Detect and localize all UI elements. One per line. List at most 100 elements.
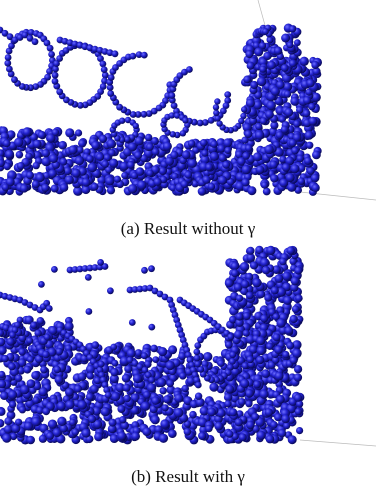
particle bbox=[146, 143, 154, 151]
particle bbox=[42, 351, 50, 359]
panel-a-image bbox=[0, 24, 322, 196]
particle bbox=[101, 407, 110, 416]
particle bbox=[288, 435, 297, 444]
particle bbox=[281, 64, 289, 72]
particle bbox=[65, 175, 74, 184]
particle bbox=[119, 118, 125, 124]
particle bbox=[208, 117, 215, 124]
particle bbox=[262, 28, 269, 35]
particle bbox=[14, 138, 23, 147]
particle bbox=[261, 182, 268, 189]
particle bbox=[295, 294, 303, 302]
particle bbox=[112, 50, 119, 57]
particle bbox=[3, 139, 11, 147]
particle bbox=[180, 130, 186, 136]
particle bbox=[46, 432, 54, 440]
particle bbox=[127, 161, 135, 169]
particle bbox=[261, 369, 270, 378]
particle bbox=[296, 155, 304, 163]
particle bbox=[107, 90, 114, 97]
particle bbox=[225, 385, 234, 394]
particle bbox=[242, 152, 250, 160]
particle bbox=[163, 142, 172, 151]
particle bbox=[78, 372, 87, 381]
particle bbox=[114, 176, 121, 183]
particle bbox=[133, 123, 139, 129]
particle bbox=[210, 152, 219, 161]
particle bbox=[119, 416, 126, 423]
particle bbox=[214, 422, 223, 431]
particle bbox=[142, 427, 151, 436]
particle bbox=[68, 145, 77, 154]
particle bbox=[2, 184, 10, 192]
particle bbox=[223, 138, 232, 147]
particle bbox=[15, 374, 23, 382]
particle bbox=[6, 66, 13, 73]
particle bbox=[32, 38, 39, 45]
particle bbox=[16, 151, 24, 159]
particle bbox=[291, 164, 300, 173]
particle bbox=[72, 169, 81, 178]
particle bbox=[165, 361, 174, 370]
particle bbox=[286, 173, 295, 182]
particle bbox=[303, 109, 311, 117]
particle bbox=[255, 123, 262, 130]
particle bbox=[239, 433, 247, 441]
particle bbox=[154, 178, 162, 186]
particle bbox=[266, 435, 275, 444]
particle bbox=[281, 34, 290, 43]
particle bbox=[194, 355, 201, 362]
particle bbox=[298, 178, 305, 185]
particle bbox=[141, 402, 150, 411]
particle bbox=[274, 345, 283, 354]
figure: (a) Result without γ (b) Result with γ bbox=[0, 0, 376, 499]
particle bbox=[110, 368, 118, 376]
particle bbox=[0, 391, 9, 400]
particle bbox=[274, 47, 282, 55]
particle bbox=[253, 152, 262, 161]
particle bbox=[194, 342, 201, 349]
particle bbox=[283, 296, 292, 305]
particle bbox=[202, 176, 210, 184]
particle bbox=[157, 378, 166, 387]
particle bbox=[52, 78, 59, 85]
particle bbox=[136, 167, 145, 176]
particle bbox=[203, 352, 212, 361]
particle bbox=[86, 308, 93, 315]
particle bbox=[170, 151, 178, 159]
particle bbox=[236, 295, 243, 302]
page: (a) Result without γ (b) Result with γ (… bbox=[0, 0, 376, 499]
particle bbox=[148, 324, 155, 331]
particle bbox=[246, 292, 254, 300]
particle bbox=[267, 37, 274, 44]
particle bbox=[305, 131, 314, 140]
particle bbox=[160, 419, 169, 428]
particle bbox=[40, 366, 48, 374]
particle bbox=[246, 421, 255, 430]
particle bbox=[182, 385, 189, 392]
particle bbox=[145, 134, 153, 142]
particle bbox=[242, 362, 249, 369]
frame-line bbox=[300, 440, 376, 446]
particle bbox=[127, 349, 136, 358]
particle bbox=[241, 106, 247, 112]
particle bbox=[57, 417, 66, 426]
particle bbox=[37, 317, 45, 325]
particle bbox=[97, 259, 104, 266]
particle bbox=[265, 110, 274, 119]
particle bbox=[224, 147, 231, 154]
particle bbox=[244, 130, 252, 138]
particle bbox=[290, 315, 298, 323]
particle bbox=[168, 345, 177, 354]
particle bbox=[241, 280, 249, 288]
particle bbox=[201, 150, 208, 157]
particle bbox=[96, 153, 104, 161]
particle bbox=[23, 366, 31, 374]
particle bbox=[205, 163, 213, 171]
particle bbox=[131, 432, 140, 441]
particle bbox=[245, 400, 252, 407]
particle bbox=[266, 246, 275, 255]
particle bbox=[184, 171, 192, 179]
particle bbox=[15, 419, 22, 426]
particle bbox=[122, 374, 131, 383]
